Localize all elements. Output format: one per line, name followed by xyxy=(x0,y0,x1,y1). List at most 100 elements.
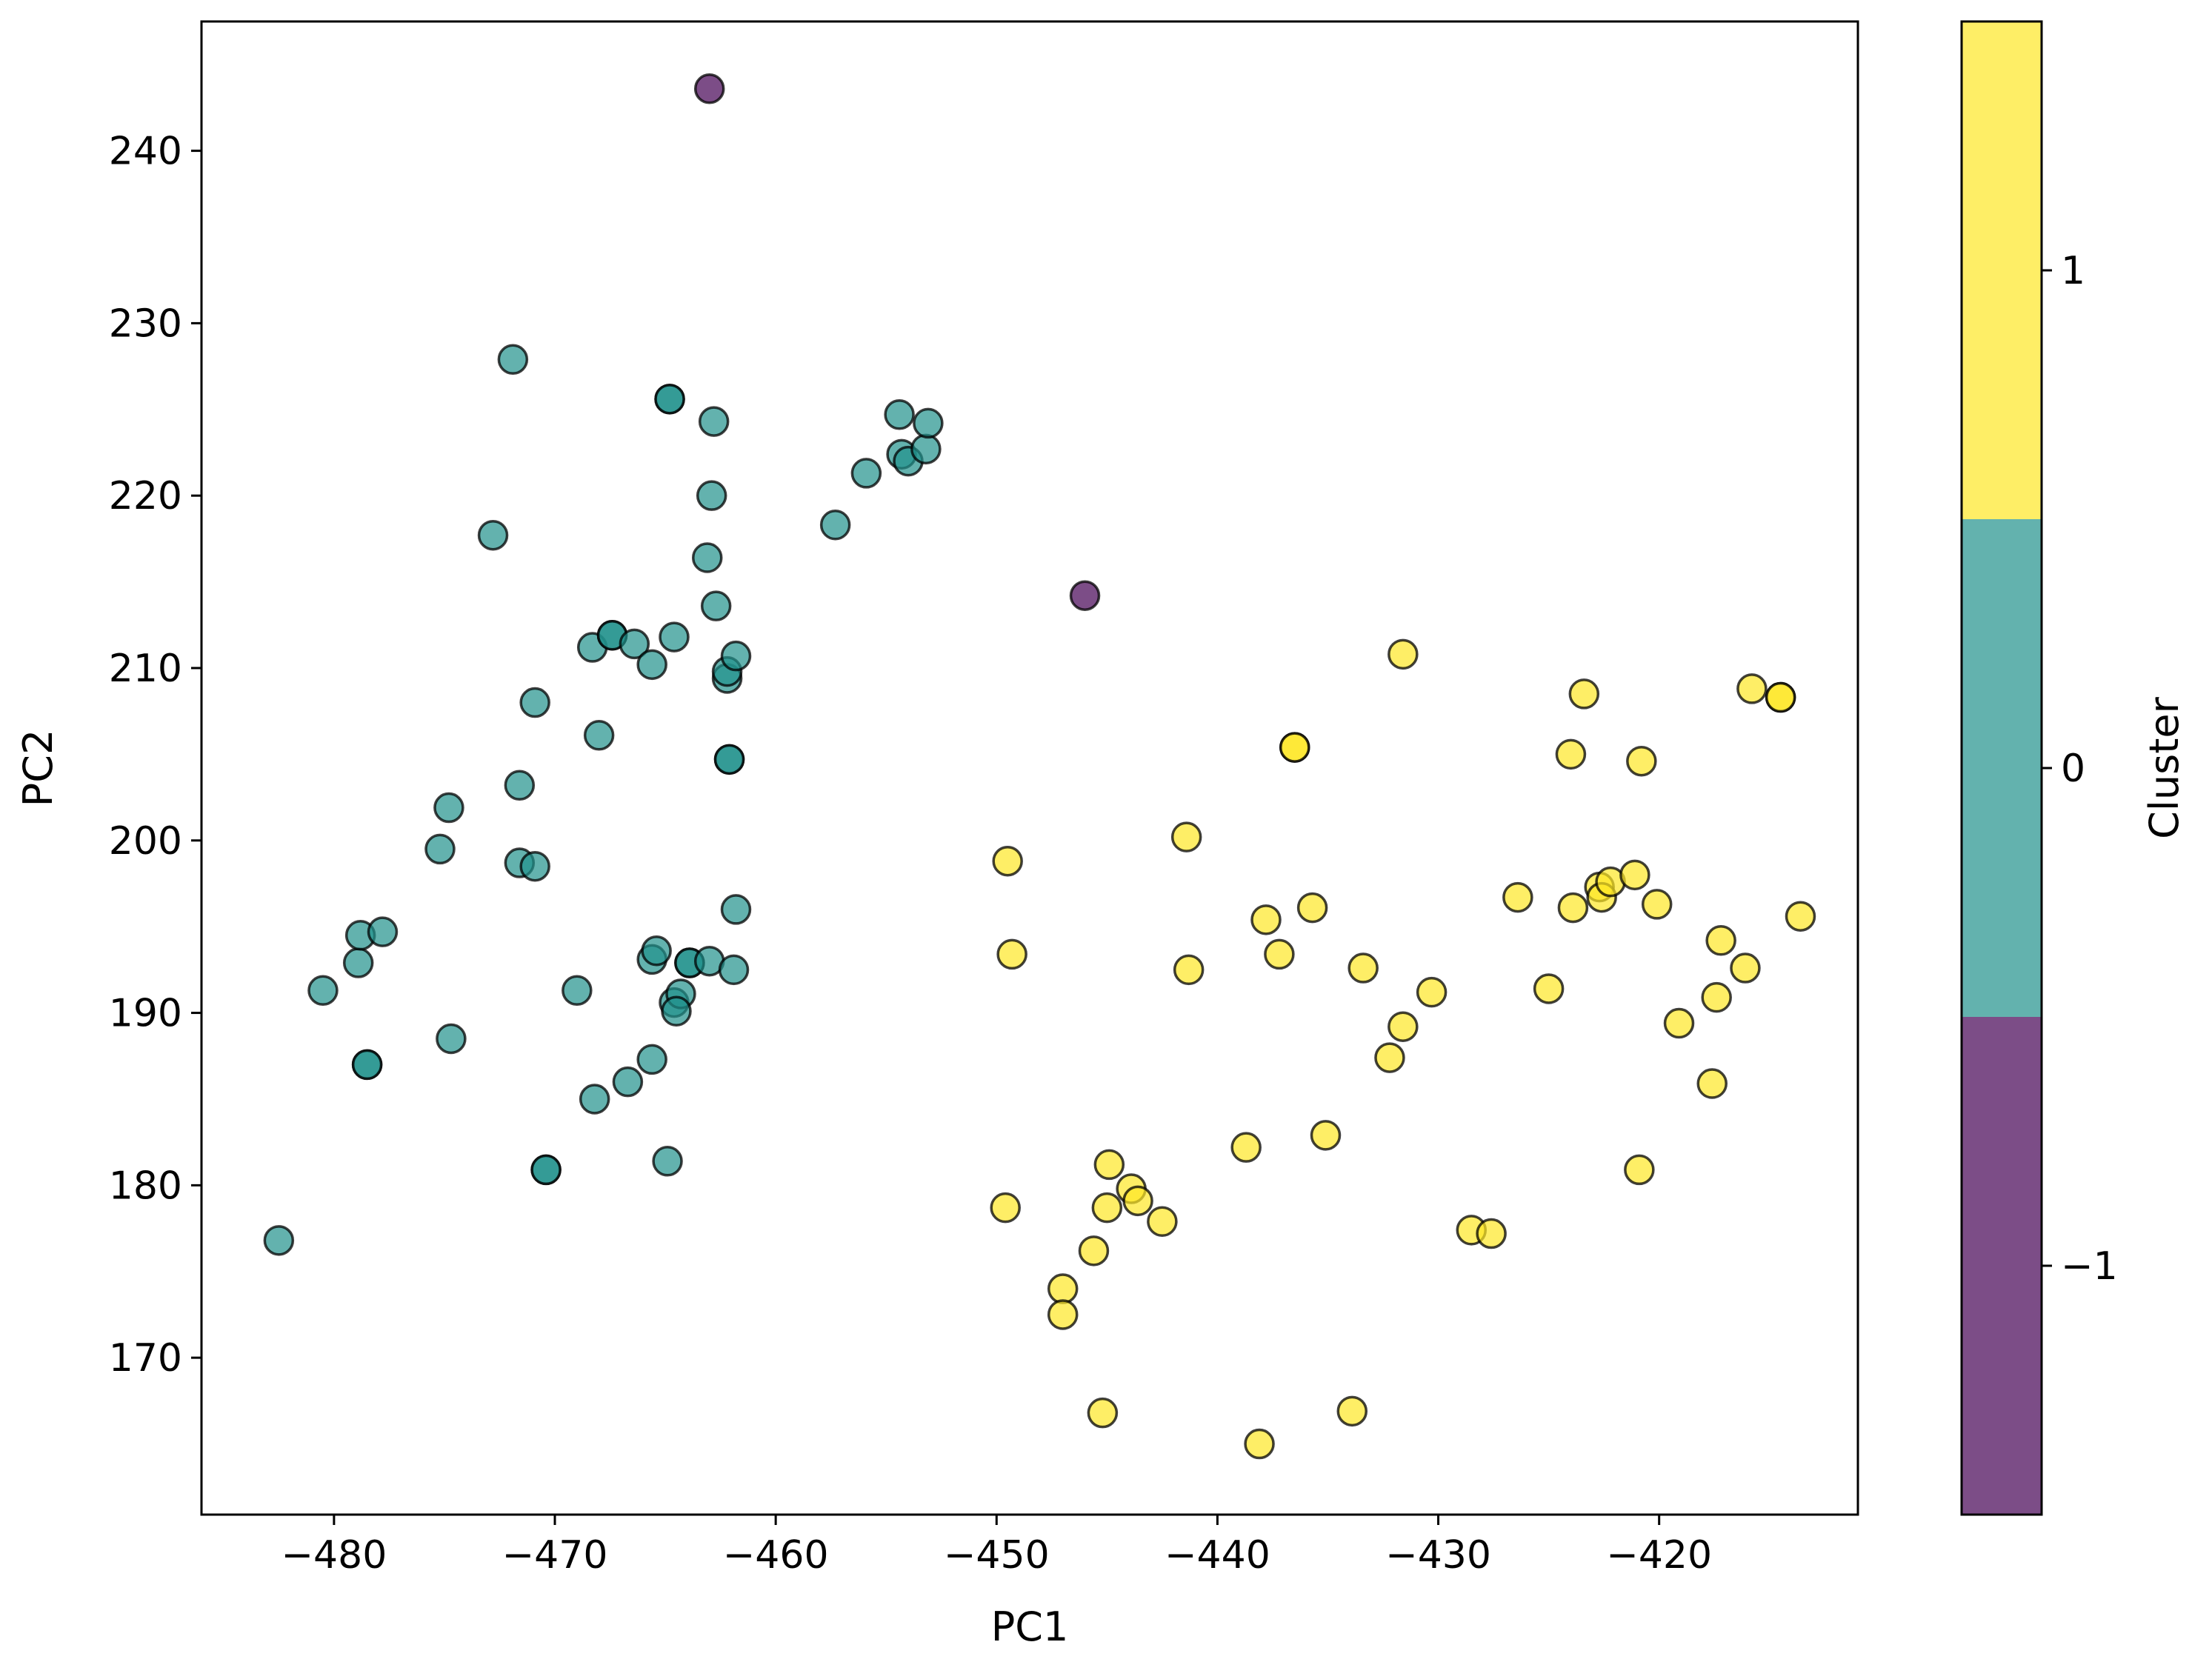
data-point xyxy=(583,720,615,751)
data-point xyxy=(1568,678,1600,710)
colorbar-segment xyxy=(1962,519,2042,1017)
data-point xyxy=(884,399,915,430)
data-point xyxy=(1147,1206,1178,1237)
colorbar: −1 0 1 xyxy=(1960,20,2118,1516)
data-point xyxy=(367,916,399,947)
points-layer xyxy=(263,73,1816,1460)
data-point xyxy=(263,1225,295,1256)
data-point xyxy=(1502,881,1533,913)
data-point xyxy=(477,519,509,551)
data-point xyxy=(1705,925,1736,956)
data-point xyxy=(819,510,851,541)
data-point xyxy=(1093,1149,1125,1181)
data-point xyxy=(1279,732,1310,763)
data-point xyxy=(1696,1068,1728,1099)
y-axis: 170 180 190 200 210 220 230 240 xyxy=(109,130,201,1381)
data-point xyxy=(659,621,690,653)
data-point xyxy=(342,947,374,978)
data-point xyxy=(990,1192,1021,1224)
data-point xyxy=(691,542,723,573)
data-point xyxy=(1765,681,1796,713)
data-point xyxy=(698,406,730,437)
colorbar-tick-label: 0 xyxy=(2061,747,2085,791)
data-point xyxy=(636,649,667,681)
data-point xyxy=(1626,745,1657,777)
data-point xyxy=(1416,976,1448,1008)
data-point xyxy=(1047,1299,1079,1330)
data-point xyxy=(519,687,550,718)
data-point xyxy=(1641,889,1673,920)
data-point xyxy=(1663,1007,1695,1039)
data-point xyxy=(1173,954,1205,986)
y-tick-label: 230 xyxy=(109,301,182,346)
data-point xyxy=(1310,1120,1342,1151)
colorbar-tick-label: −1 xyxy=(2061,1244,2118,1289)
y-tick-label: 200 xyxy=(109,819,182,864)
data-point xyxy=(652,1146,683,1177)
x-tick-label: −420 xyxy=(1606,1533,1712,1578)
x-tick-label: −480 xyxy=(281,1533,387,1578)
y-tick-label: 220 xyxy=(109,474,182,518)
data-point xyxy=(530,1154,562,1186)
data-point xyxy=(1701,981,1732,1013)
data-point xyxy=(1069,580,1101,611)
y-tick-label: 180 xyxy=(109,1164,182,1208)
data-point xyxy=(661,995,692,1027)
data-point xyxy=(436,1023,467,1055)
data-point xyxy=(654,384,685,415)
x-tick-label: −430 xyxy=(1385,1533,1491,1578)
data-point xyxy=(693,73,725,104)
data-point xyxy=(424,833,456,865)
data-point xyxy=(720,640,752,672)
x-tick-label: −440 xyxy=(1165,1533,1270,1578)
data-point xyxy=(1230,1132,1262,1163)
data-point xyxy=(1619,859,1650,891)
x-tick-label: −450 xyxy=(944,1533,1050,1578)
y-tick-label: 190 xyxy=(109,992,182,1036)
data-point xyxy=(713,744,745,775)
data-point xyxy=(996,938,1027,970)
data-point xyxy=(1296,892,1328,924)
data-point xyxy=(619,628,650,660)
data-point xyxy=(1785,901,1816,932)
data-point xyxy=(700,590,732,621)
x-tick-label: −460 xyxy=(723,1533,829,1578)
data-point xyxy=(718,954,750,986)
data-point xyxy=(1388,1011,1419,1042)
data-point xyxy=(641,935,672,967)
data-point xyxy=(1078,1235,1110,1266)
data-point xyxy=(696,480,727,511)
data-point xyxy=(1091,1192,1123,1224)
data-point xyxy=(1476,1218,1507,1249)
data-point xyxy=(1264,938,1295,970)
data-point xyxy=(433,792,464,824)
x-axis: −480 −470 −460 −450 −440 −430 −420 xyxy=(281,1515,1712,1578)
data-point xyxy=(579,1084,610,1115)
data-point xyxy=(850,458,882,489)
colorbar-label: Cluster xyxy=(2141,696,2188,838)
y-axis-label: PC2 xyxy=(15,730,61,807)
data-point xyxy=(636,1044,667,1075)
data-point xyxy=(1336,1395,1368,1427)
data-point xyxy=(720,894,752,925)
data-point xyxy=(519,850,550,882)
plot-frame xyxy=(200,20,1859,1516)
data-point xyxy=(992,845,1023,877)
data-point xyxy=(1624,1154,1655,1186)
data-point xyxy=(1374,1042,1405,1073)
data-point xyxy=(1244,1428,1275,1460)
data-point xyxy=(1557,892,1589,924)
data-point xyxy=(1122,1185,1153,1217)
y-tick-label: 170 xyxy=(109,1336,182,1381)
data-point xyxy=(1533,973,1565,1004)
data-point xyxy=(504,770,536,801)
data-point xyxy=(1170,821,1202,852)
data-point xyxy=(1250,904,1282,935)
colorbar-tick-label: 1 xyxy=(2061,249,2085,293)
data-point xyxy=(497,344,529,376)
data-point xyxy=(910,433,942,465)
data-point xyxy=(351,1049,383,1081)
data-point xyxy=(1555,738,1587,770)
y-tick-label: 240 xyxy=(109,130,182,174)
